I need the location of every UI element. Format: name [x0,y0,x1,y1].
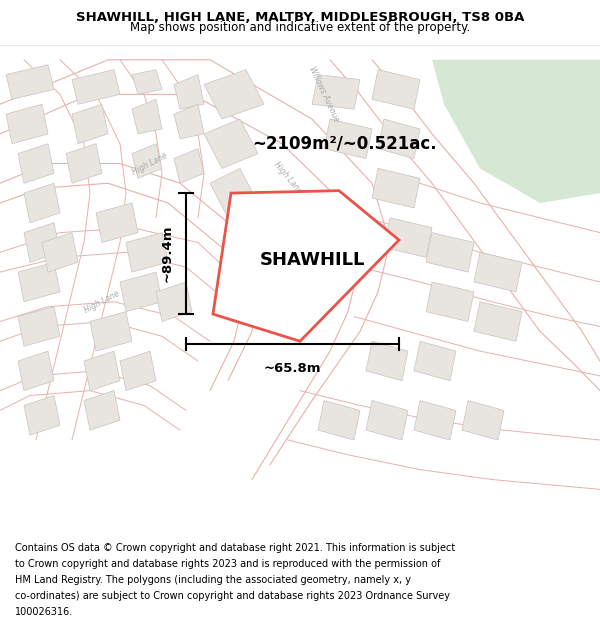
Polygon shape [18,351,54,391]
Polygon shape [120,351,156,391]
Polygon shape [18,307,60,346]
Polygon shape [474,253,522,292]
Polygon shape [426,282,474,321]
Polygon shape [84,391,120,430]
Polygon shape [42,232,78,272]
Polygon shape [426,232,474,272]
Text: High Lane: High Lane [131,151,169,178]
Polygon shape [474,302,522,341]
Polygon shape [126,232,168,272]
Polygon shape [372,69,420,109]
Polygon shape [24,222,60,262]
Polygon shape [66,144,102,183]
Polygon shape [366,401,408,440]
Polygon shape [90,312,132,351]
Text: SHAWHILL, HIGH LANE, MALTBY, MIDDLESBROUGH, TS8 0BA: SHAWHILL, HIGH LANE, MALTBY, MIDDLESBROU… [76,11,524,24]
Polygon shape [414,401,456,440]
Polygon shape [432,60,600,203]
Polygon shape [132,69,162,94]
Polygon shape [156,282,192,321]
Polygon shape [72,69,120,104]
Polygon shape [213,191,399,341]
Polygon shape [132,144,162,178]
Polygon shape [84,351,120,391]
Polygon shape [18,144,54,183]
Polygon shape [6,65,54,99]
Polygon shape [318,401,360,440]
Text: 100026316.: 100026316. [15,607,73,617]
Text: HM Land Registry. The polygons (including the associated geometry, namely x, y: HM Land Registry. The polygons (includin… [15,575,411,585]
Text: Map shows position and indicative extent of the property.: Map shows position and indicative extent… [130,21,470,34]
Text: ~2109m²/~0.521ac.: ~2109m²/~0.521ac. [252,135,437,152]
Polygon shape [96,203,138,242]
Polygon shape [204,69,264,119]
Polygon shape [72,104,108,144]
Text: High Lane: High Lane [272,161,304,196]
Text: ~89.4m: ~89.4m [160,225,173,282]
Text: SHAWHILL: SHAWHILL [259,251,365,269]
Polygon shape [6,104,48,144]
Polygon shape [462,401,504,440]
Text: Contains OS data © Crown copyright and database right 2021. This information is : Contains OS data © Crown copyright and d… [15,543,455,553]
Polygon shape [174,74,204,109]
Polygon shape [120,272,162,312]
Text: High Lane: High Lane [83,289,121,315]
Text: ~65.8m: ~65.8m [264,362,321,376]
Polygon shape [312,74,360,109]
Polygon shape [210,168,258,217]
Polygon shape [174,104,204,139]
Polygon shape [18,262,60,302]
Text: Willows Avenue: Willows Avenue [307,65,341,124]
Text: co-ordinates) are subject to Crown copyright and database rights 2023 Ordnance S: co-ordinates) are subject to Crown copyr… [15,591,450,601]
Polygon shape [372,168,420,208]
Polygon shape [132,99,162,134]
Polygon shape [324,119,372,159]
Polygon shape [174,149,204,183]
Polygon shape [384,217,432,258]
Polygon shape [24,396,60,435]
Polygon shape [366,341,408,381]
Polygon shape [414,341,456,381]
Polygon shape [204,119,258,168]
Text: to Crown copyright and database rights 2023 and is reproduced with the permissio: to Crown copyright and database rights 2… [15,559,440,569]
Polygon shape [24,183,60,222]
Polygon shape [378,119,420,159]
